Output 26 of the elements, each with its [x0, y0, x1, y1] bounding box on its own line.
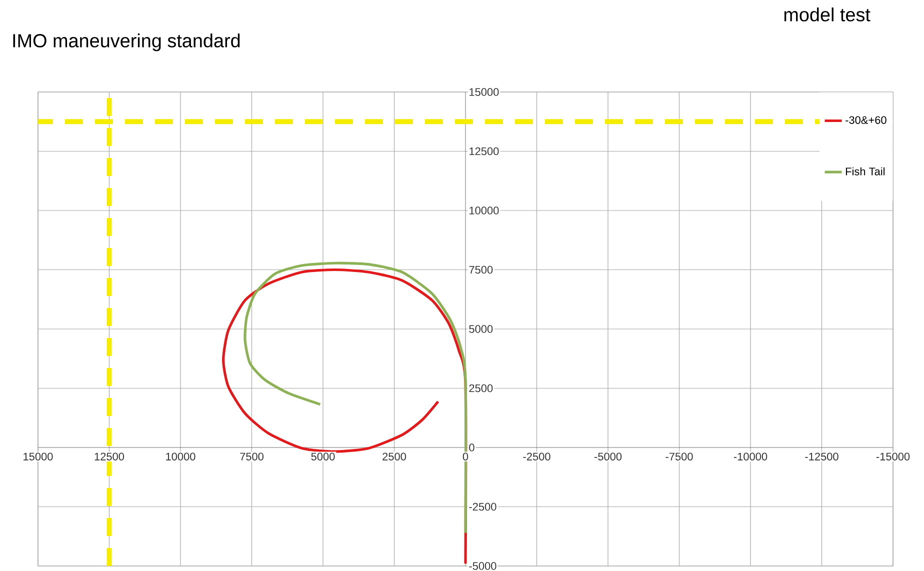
x-tick-label: 0: [462, 452, 468, 460]
text: IMO maneuvering standard: [13, 34, 240, 52]
x-tick-label: 12500: [94, 452, 124, 460]
x-tick-label: -2500: [523, 452, 550, 460]
x-tick-label: -10000: [734, 452, 768, 460]
y-tick-label: 5000: [469, 325, 493, 333]
x-tick-label: 15000: [24, 452, 53, 460]
y-tick-label: 0: [469, 444, 474, 452]
y-tick-label: 7500: [469, 266, 493, 274]
y-tick-label: -2500: [469, 502, 496, 511]
legend-label: -30&+60: [846, 116, 886, 124]
x-tick-label: -12500: [805, 452, 838, 460]
x-tick-label: -5000: [594, 452, 622, 460]
x-tick-label: -15000: [876, 452, 910, 460]
y-tick-label: -5000: [469, 562, 496, 570]
x-tick-label: 5000: [311, 452, 335, 460]
x-tick-label: -7500: [666, 452, 693, 460]
chart-title: model test: [784, 8, 870, 22]
legend-label: Fish Tail: [846, 167, 885, 176]
x-tick-label: 2500: [382, 452, 406, 460]
x-tick-label: 7500: [240, 452, 264, 460]
y-tick-label: 10000: [470, 206, 499, 214]
y-tick-label: 15000: [470, 88, 499, 96]
x-tick-label: 10000: [166, 452, 196, 460]
y-tick-label: 12500: [470, 147, 499, 156]
y-tick-label: 2500: [469, 384, 493, 392]
